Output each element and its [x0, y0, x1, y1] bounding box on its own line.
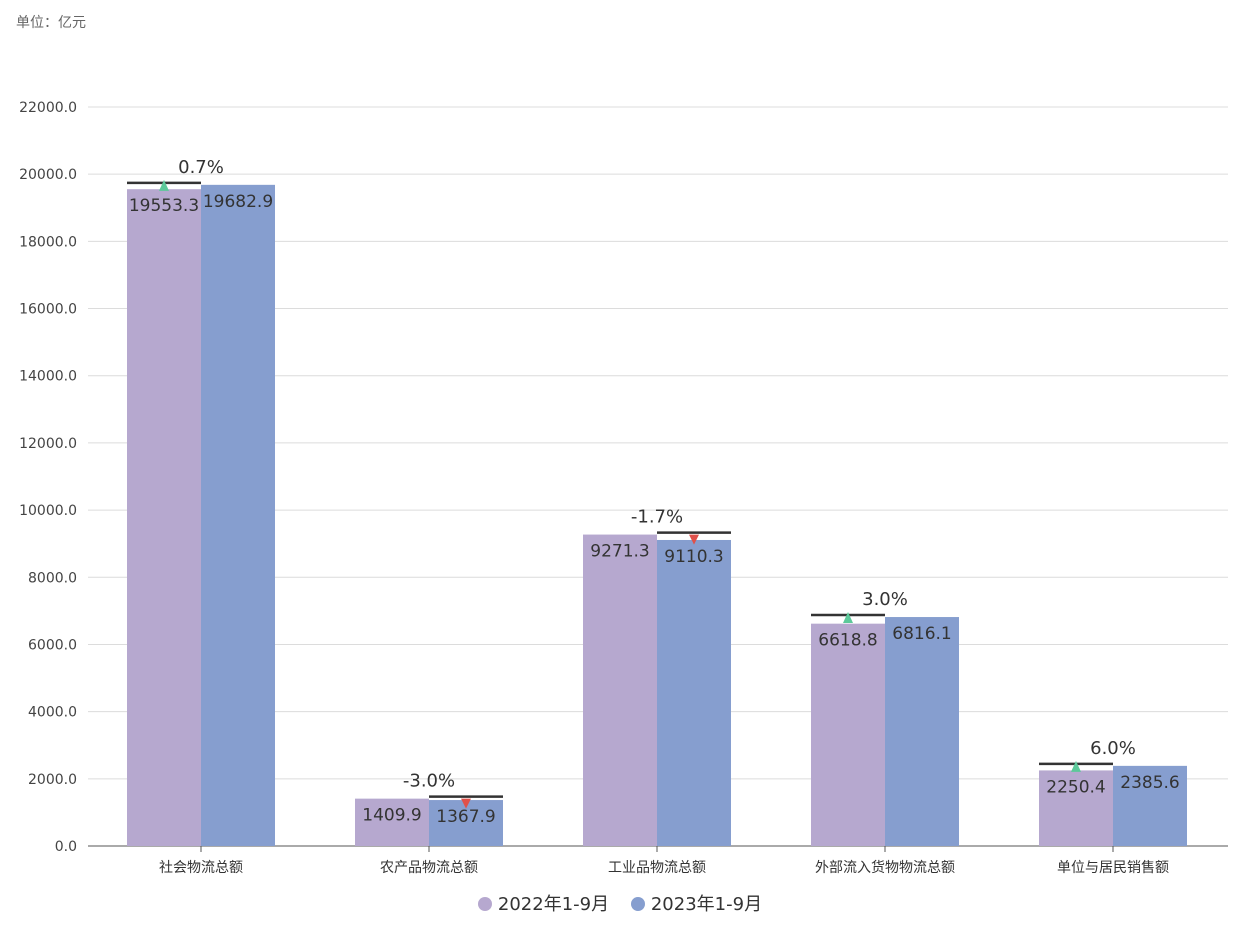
- bar-2023: [201, 184, 275, 846]
- x-category-label: 工业品物流总额: [608, 860, 706, 876]
- y-tick-label: 6000.0: [28, 637, 77, 653]
- y-tick-label: 18000.0: [19, 234, 77, 250]
- legend-item-2023[interactable]: 2023年1-9月: [630, 890, 763, 916]
- growth-up-marker: [843, 612, 853, 624]
- value-label-2022: 9271.3: [590, 542, 649, 562]
- bar-2022: [583, 534, 657, 846]
- bar-2023: [885, 617, 959, 846]
- bar-2022: [127, 189, 201, 846]
- growth-up-marker: [1071, 760, 1081, 772]
- growth-label: 6.0%: [1090, 738, 1136, 759]
- value-label-2023: 19682.9: [203, 192, 273, 212]
- value-label-2022: 6618.8: [818, 631, 877, 651]
- value-label-2022: 2250.4: [1046, 777, 1105, 797]
- bar-2022: [811, 623, 885, 846]
- growth-down-marker: [689, 534, 699, 545]
- y-tick-label: 0.0: [55, 839, 77, 855]
- y-tick-label: 20000.0: [19, 167, 77, 183]
- bar-2023: [1113, 765, 1187, 846]
- y-tick-label: 4000.0: [28, 705, 77, 721]
- legend-item-2022[interactable]: 2022年1-9月: [477, 890, 610, 916]
- y-tick-label: 22000.0: [19, 100, 77, 116]
- value-label-2022: 19553.3: [129, 196, 199, 216]
- value-label-2023: 6816.1: [892, 624, 951, 644]
- growth-label: 0.7%: [178, 157, 224, 178]
- y-tick-label: 10000.0: [19, 503, 77, 519]
- y-tick-label: 16000.0: [19, 302, 77, 318]
- x-category-label: 农产品物流总额: [380, 860, 478, 876]
- legend-label: 2023年1-9月: [650, 894, 763, 915]
- value-label-2023: 9110.3: [664, 547, 723, 567]
- value-label-2023: 2385.6: [1120, 773, 1179, 793]
- bar-2022: [355, 798, 429, 846]
- growth-label: -3.0%: [403, 771, 455, 792]
- y-tick-label: 12000.0: [19, 436, 77, 452]
- bar-2022: [1039, 770, 1113, 846]
- x-category-label: 外部流入货物物流总额: [815, 859, 955, 876]
- legend-swatch: [477, 897, 492, 911]
- value-label-2023: 1367.9: [436, 807, 495, 827]
- bar-2023: [657, 539, 731, 846]
- x-category-label: 社会物流总额: [159, 860, 243, 876]
- growth-label: -1.7%: [631, 507, 683, 528]
- legend-label: 2022年1-9月: [497, 894, 610, 915]
- value-label-2022: 1409.9: [362, 806, 421, 826]
- growth-down-marker: [461, 798, 471, 809]
- unit-label: 单位：亿元: [16, 15, 86, 31]
- legend: 2022年1-9月 2023年1-9月: [0, 890, 1240, 916]
- legend-swatch: [630, 897, 645, 911]
- y-tick-label: 8000.0: [28, 570, 77, 586]
- x-category-label: 单位与居民销售额: [1057, 860, 1169, 876]
- growth-label: 3.0%: [862, 589, 908, 610]
- y-tick-label: 2000.0: [28, 772, 77, 788]
- growth-up-marker: [159, 179, 169, 191]
- y-tick-label: 14000.0: [19, 369, 77, 385]
